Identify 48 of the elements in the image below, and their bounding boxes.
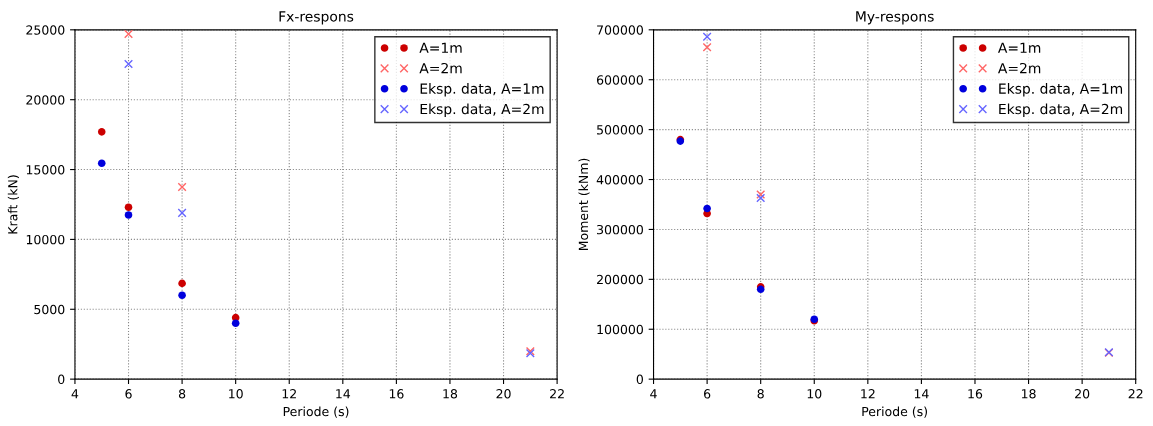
x-tick-label: 10: [807, 389, 822, 399]
x-tick-label: 16: [389, 389, 404, 399]
x-tick-label: 6: [125, 389, 132, 399]
y-tick-label: 100000: [597, 324, 643, 335]
chart-title: My-respons: [856, 11, 934, 25]
x-tick-label: 14: [914, 389, 929, 399]
x-tick-label: 14: [336, 389, 351, 399]
y-tick-label: 10000: [26, 234, 65, 245]
y-tick-label: 20000: [26, 95, 65, 105]
y-tick-label: 5000: [34, 304, 65, 315]
legend-label: Eksp. data, A=2m: [420, 103, 544, 117]
y-tick-label: 300000: [597, 224, 643, 235]
x-tick-label: 8: [757, 389, 764, 399]
y-tick-label: 500000: [597, 125, 643, 135]
legend-label: A=1m: [419, 42, 462, 53]
x-axis-title: Periode (s): [283, 406, 349, 418]
y-tick-label: 400000: [596, 175, 643, 185]
x-tick-label: 20: [1075, 389, 1090, 399]
y-tick-label: 25000: [26, 25, 65, 35]
x-tick-label: 18: [1021, 389, 1036, 399]
legend-label: Eksp. data, A=1m: [420, 83, 544, 97]
x-tick-label: 22: [1128, 389, 1143, 399]
x-tick-label: 20: [496, 389, 511, 399]
legend-label: A=2m: [998, 62, 1041, 74]
x-tick-label: 12: [282, 389, 296, 399]
x-axis-title: Periode (s): [862, 406, 927, 418]
y-tick-label: 15000: [26, 165, 65, 175]
x-tick-label: 18: [443, 389, 458, 399]
x-tick-label: 12: [861, 389, 875, 399]
x-tick-label: 6: [704, 389, 711, 399]
legend-label: Eksp. data, A=2m: [999, 103, 1123, 117]
legend-label: A=2m: [419, 62, 462, 74]
y-tick-label: 0: [636, 374, 643, 385]
y-tick-label: 700000: [597, 25, 643, 35]
y-tick-label: 200000: [597, 274, 643, 285]
chart-title: Fx-respons: [279, 11, 354, 25]
y-axis-title: Kraft (kN): [7, 175, 19, 234]
legend-label: A=1m: [998, 42, 1041, 53]
y-tick-label: 600000: [596, 75, 643, 85]
y-tick-label: 0: [58, 374, 65, 385]
x-tick-label: 22: [550, 389, 564, 399]
legend-label: Eksp. data, A=1m: [999, 83, 1123, 97]
x-tick-label: 8: [178, 389, 186, 399]
x-tick-label: 10: [229, 389, 243, 399]
x-tick-label: 4: [71, 389, 79, 399]
x-tick-label: 4: [650, 389, 657, 399]
x-tick-label: 16: [968, 389, 983, 399]
y-axis-title: Moment (kNm): [578, 158, 590, 251]
